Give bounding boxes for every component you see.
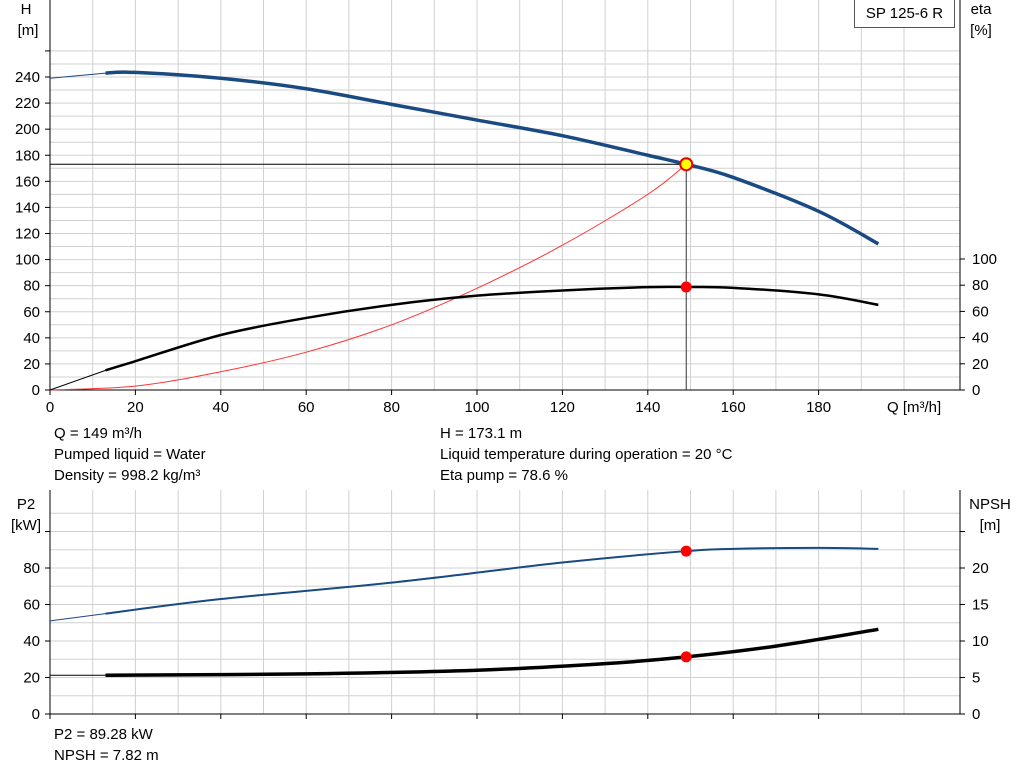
npsh-curve (105, 627, 879, 678)
p2-tick-label: 20 (23, 670, 40, 687)
q-tick-label: 120 (550, 399, 575, 416)
npsh-tick-label: 0 (972, 706, 980, 723)
power-chart-grid (50, 490, 960, 714)
h-tick-label: 80 (23, 278, 40, 295)
h-tick-label: 60 (23, 304, 40, 321)
h-tick-label: 220 (15, 95, 40, 112)
pump-model-label: SP 125-6 R (854, 0, 955, 28)
q-tick-label: 140 (635, 399, 660, 416)
npsh-tick-label: 20 (972, 560, 989, 577)
system-curve (49, 163, 687, 391)
eta-tick-label: 20 (972, 356, 989, 373)
p2-value: P2 = 89.28 kW (54, 726, 153, 743)
eta-tick-label: 40 (972, 330, 989, 347)
head-value: H = 173.1 m (440, 425, 523, 442)
q-tick-label: 180 (806, 399, 831, 416)
p2-tick-label: 60 (23, 597, 40, 614)
power-npsh-chart: 0 20 40 60 80 0 5 10 15 20 P2 [kW] NPSH [m] (11, 490, 1011, 723)
density-value: Density = 998.2 kg/m³ (54, 467, 201, 484)
npsh-axis-unit: [m] (980, 517, 1001, 534)
head-curve (105, 70, 880, 246)
h-tick-label: 140 (15, 199, 40, 216)
npsh-axis-title: NPSH (969, 496, 1011, 513)
h-tick-label: 120 (15, 226, 40, 243)
npsh-tick-label: 10 (972, 633, 989, 650)
q-tick-label: 60 (298, 399, 315, 416)
npsh-tick-label: 15 (972, 597, 989, 614)
power-chart-curves (49, 545, 879, 678)
liquid-temperature: Liquid temperature during operation = 20… (440, 446, 733, 463)
eta-axis-title: eta (971, 1, 993, 18)
p2-axis-title: P2 (17, 496, 35, 513)
q-tick-label: 20 (127, 399, 144, 416)
head-efficiency-chart: 0 20 40 60 80 100 120 140 160 180 0 20 40 60 80 100 120 1… (15, 0, 997, 416)
q-tick-label: 0 (46, 399, 54, 416)
p2-tick-label: 0 (32, 706, 40, 723)
head-curve-extension (49, 72, 106, 79)
p2-curve (105, 546, 879, 615)
q-tick-label: 80 (383, 399, 400, 416)
pumped-liquid: Pumped liquid = Water (54, 446, 206, 463)
q-tick-label: 100 (464, 399, 489, 416)
eta-axis-unit: [%] (970, 22, 992, 39)
duty-point-head (679, 157, 694, 172)
eta-curve-extension (49, 369, 106, 391)
duty-point-eta (680, 281, 692, 293)
h-tick-label: 160 (15, 173, 40, 190)
h-tick-label: 240 (15, 69, 40, 86)
power-chart-ticks: 0 20 40 60 80 0 5 10 15 20 (23, 531, 989, 723)
eta-value: Eta pump = 78.6 % (440, 467, 568, 484)
h-tick-label: 40 (23, 330, 40, 347)
eta-tick-label: 60 (972, 303, 989, 320)
head-chart-ticks: 0 20 40 60 80 100 120 140 160 180 0 20 40 60 80 100 120 1… (15, 50, 997, 416)
h-tick-label: 20 (23, 356, 40, 373)
h-tick-label: 0 (32, 382, 40, 399)
flow-value: Q = 149 m³/h (54, 425, 142, 442)
p2-tick-label: 80 (23, 560, 40, 577)
q-tick-label: 40 (212, 399, 229, 416)
p2-tick-label: 40 (23, 633, 40, 650)
head-chart-grid (50, 0, 960, 390)
eta-tick-label: 80 (972, 277, 989, 294)
q-tick-label: 160 (721, 399, 746, 416)
npsh-tick-label: 5 (972, 670, 980, 687)
duty-point-p2 (680, 545, 692, 557)
p2-curve-extension (49, 613, 106, 622)
q-axis-title: Q [m³/h] (887, 399, 941, 416)
eta-tick-label: 100 (972, 251, 997, 268)
eta-tick-label: 0 (972, 382, 980, 399)
h-tick-label: 200 (15, 121, 40, 138)
h-tick-label: 180 (15, 147, 40, 164)
h-axis-unit: [m] (18, 22, 39, 39)
h-axis-title: H (21, 1, 32, 18)
duty-point-npsh (680, 651, 692, 663)
head-chart-axes (49, 0, 961, 391)
p2-axis-unit: [kW] (11, 517, 41, 534)
eta-curve (105, 285, 879, 372)
npsh-value: NPSH = 7.82 m (54, 747, 159, 764)
head-chart-curves (49, 70, 880, 391)
power-chart-axes (49, 490, 961, 715)
h-tick-label: 100 (15, 252, 40, 269)
